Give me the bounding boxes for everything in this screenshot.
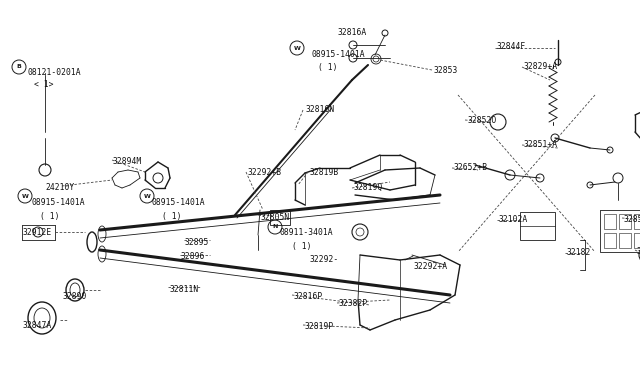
Bar: [619, 214, 631, 229]
Text: 32292-: 32292-: [310, 255, 339, 264]
Text: ( 1): ( 1): [40, 212, 60, 221]
Text: W: W: [294, 45, 300, 51]
Text: 32896: 32896: [181, 252, 205, 261]
Text: 32819B: 32819B: [310, 168, 339, 177]
Text: 32816A: 32816A: [338, 28, 367, 37]
Text: 32844F: 32844F: [497, 42, 526, 51]
Text: B: B: [17, 64, 21, 70]
Bar: [604, 214, 616, 229]
Text: N: N: [272, 224, 278, 230]
Text: 32811N: 32811N: [170, 285, 199, 294]
Bar: [619, 233, 631, 248]
Text: ( 1): ( 1): [162, 212, 182, 221]
Text: 32382P: 32382P: [339, 299, 368, 308]
Text: 32853: 32853: [434, 66, 458, 75]
Text: 08915-1401A: 08915-1401A: [152, 198, 205, 207]
Text: ( 1): ( 1): [292, 242, 312, 251]
Text: ( 1): ( 1): [318, 63, 337, 72]
Text: 32851+A: 32851+A: [524, 140, 558, 149]
Text: 08911-3401A: 08911-3401A: [280, 228, 333, 237]
Text: 32829+A: 32829+A: [524, 62, 558, 71]
Text: W: W: [143, 193, 150, 199]
Text: 32819P: 32819P: [305, 322, 334, 331]
Text: 32852O: 32852O: [468, 116, 497, 125]
Text: 32292+A: 32292+A: [414, 262, 448, 271]
Bar: [520, 212, 555, 240]
Text: 32847A: 32847A: [23, 321, 52, 330]
Text: 32851: 32851: [624, 215, 640, 224]
Text: 24210Y: 24210Y: [45, 183, 74, 192]
Text: 32652+B: 32652+B: [454, 163, 488, 172]
Text: 32890: 32890: [63, 292, 88, 301]
Text: 32805N: 32805N: [261, 213, 291, 222]
Text: < 1>: < 1>: [34, 80, 54, 89]
Text: 32182: 32182: [567, 248, 591, 257]
Text: 32652+A: 32652+A: [637, 247, 640, 256]
Text: 32102A: 32102A: [499, 215, 528, 224]
Text: 08915-1401A: 08915-1401A: [32, 198, 86, 207]
Text: 32816N: 32816N: [306, 105, 335, 114]
Text: 32912E: 32912E: [23, 228, 52, 237]
Text: 32292+B: 32292+B: [248, 168, 282, 177]
Bar: [634, 214, 640, 229]
Text: 08121-0201A: 08121-0201A: [28, 68, 82, 77]
Bar: [600, 210, 640, 252]
Text: 32816P: 32816P: [294, 292, 323, 301]
Text: W: W: [22, 193, 28, 199]
Bar: [634, 233, 640, 248]
Text: 32895: 32895: [185, 238, 209, 247]
Text: 08915-1401A: 08915-1401A: [311, 50, 365, 59]
Text: 32894M: 32894M: [113, 157, 142, 166]
Text: 32819Q: 32819Q: [354, 183, 383, 192]
Bar: [604, 233, 616, 248]
Bar: [270, 210, 290, 225]
